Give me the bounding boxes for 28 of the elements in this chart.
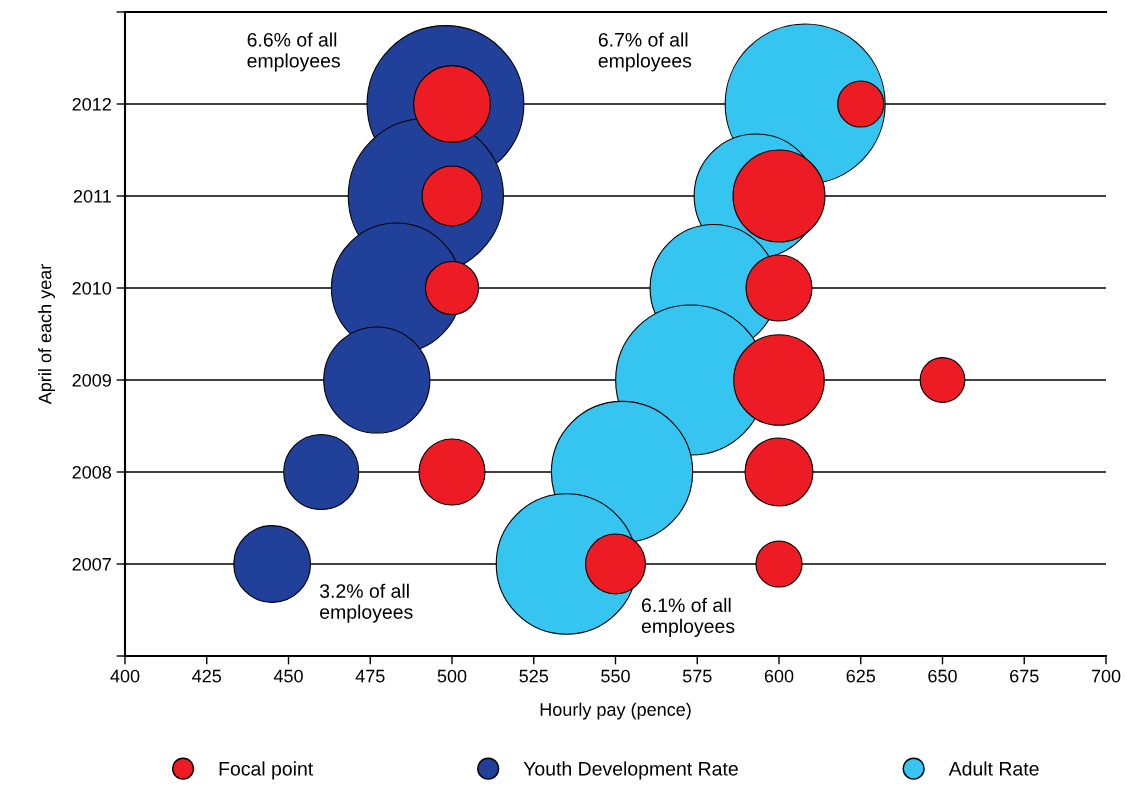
y-tick-label: 2008 <box>72 465 112 479</box>
annotation: 6.6% of all employees <box>247 32 340 72</box>
x-axis-title: Hourly pay (pence) <box>540 702 691 720</box>
y-tick-label: 2009 <box>72 373 111 387</box>
x-tick-label: 675 <box>1010 669 1039 683</box>
x-tick-label: 600 <box>764 669 794 683</box>
legend-label: Youth Development Rate <box>523 761 738 780</box>
annotation: 3.2% of all employees <box>319 583 413 623</box>
x-tick-label: 700 <box>1091 669 1121 683</box>
x-tick-label: 550 <box>601 669 630 683</box>
y-tick-label: 2007 <box>72 557 111 571</box>
y-axis-title: April of each year <box>38 264 55 405</box>
x-tick-label: 650 <box>928 669 957 683</box>
x-tick-label: 400 <box>110 669 140 683</box>
x-tick-label: 500 <box>437 669 467 683</box>
y-tick-label: 2010 <box>72 281 112 295</box>
legend-label: Focal point <box>219 761 314 780</box>
y-tick-label: 2012 <box>72 97 111 111</box>
annotation: 6.7% of all employees <box>598 32 692 72</box>
annotation: 6.1% of all employees <box>641 597 735 637</box>
x-tick-label: 425 <box>192 669 222 683</box>
y-tick-label: 2011 <box>73 189 111 203</box>
x-tick-label: 475 <box>355 669 385 683</box>
x-tick-label: 575 <box>682 669 712 683</box>
x-tick-label: 525 <box>519 669 549 683</box>
x-tick-label: 625 <box>846 669 876 683</box>
x-tick-label: 450 <box>273 669 303 683</box>
legend-label: Adult Rate <box>948 761 1039 776</box>
